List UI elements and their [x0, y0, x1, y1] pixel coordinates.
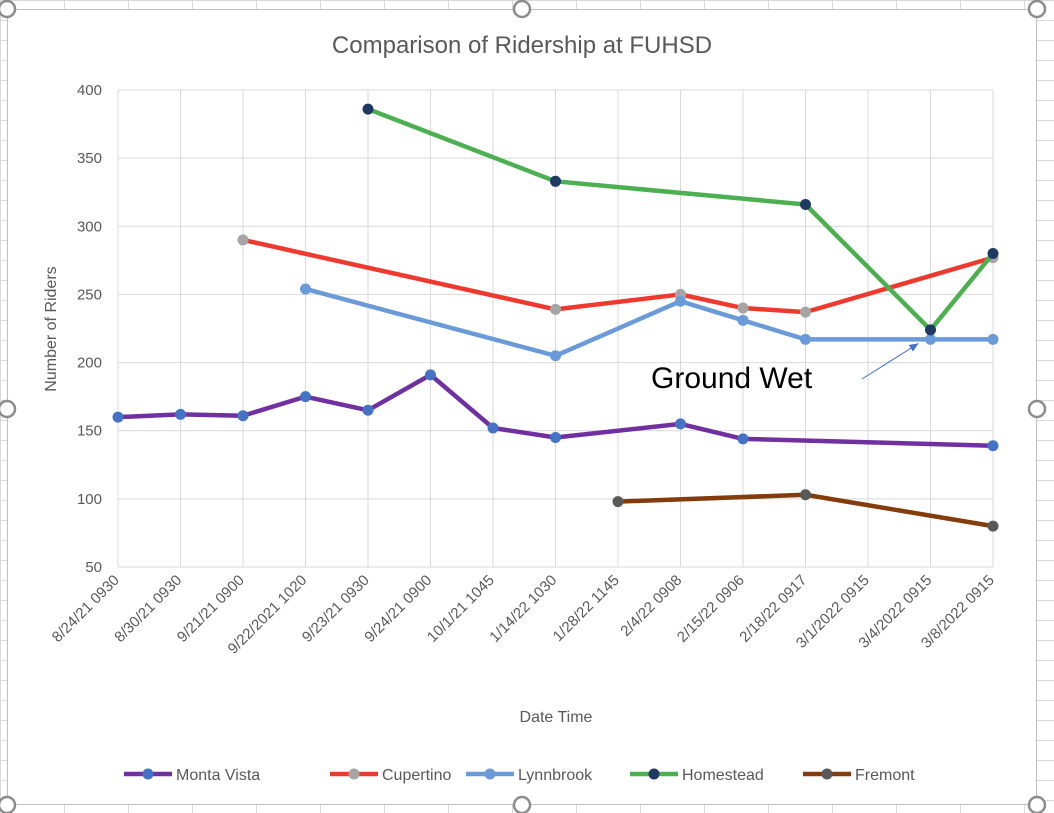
legend-item-fremont[interactable]: Fremont	[803, 767, 915, 784]
resize-handle[interactable]	[0, 0, 17, 19]
y-tick-label: 200	[77, 355, 102, 372]
y-tick-label: 300	[77, 218, 102, 235]
x-tick-label: 1/28/22 1145	[550, 572, 623, 645]
data-point-monta-vista	[675, 418, 686, 430]
data-point-lynnbrook	[550, 350, 561, 362]
y-tick-label: 50	[85, 559, 102, 576]
resize-handle[interactable]	[1027, 399, 1047, 419]
series	[112, 103, 999, 532]
legend-label: Cupertino	[382, 767, 451, 784]
legend-marker	[484, 768, 496, 780]
series-line-cupertino	[240, 237, 996, 315]
legend-item-monta-vista[interactable]: Monta Vista	[124, 767, 260, 784]
annotations: Ground Wet	[651, 342, 919, 395]
data-point-monta-vista	[425, 369, 436, 381]
data-point-monta-vista	[987, 440, 999, 452]
data-point-homestead	[987, 248, 999, 260]
data-point-monta-vista	[237, 410, 249, 422]
data-point-cupertino	[800, 306, 811, 318]
annotation-arrowhead	[908, 343, 919, 352]
data-point-monta-vista	[737, 433, 749, 445]
legend-item-lynnbrook[interactable]: Lynnbrook	[466, 767, 593, 784]
chart-title: Comparison of Ridership at FUHSD	[332, 32, 712, 59]
y-tick-label: 100	[77, 491, 102, 508]
y-tick-label: 150	[77, 423, 102, 440]
data-point-monta-vista	[175, 408, 186, 420]
data-point-fremont	[800, 489, 811, 501]
legend-item-cupertino[interactable]: Cupertino	[330, 767, 451, 784]
y-tick-label: 400	[77, 82, 102, 99]
data-point-lynnbrook	[800, 333, 811, 345]
data-point-cupertino	[737, 302, 749, 314]
data-point-cupertino	[237, 234, 249, 246]
resize-handle[interactable]	[512, 795, 532, 813]
y-tick-label: 350	[77, 150, 102, 167]
gridlines	[117, 89, 994, 568]
annotation-text: Ground Wet	[651, 362, 813, 395]
data-point-fremont	[612, 496, 624, 508]
annotation-arrow	[861, 342, 919, 380]
resize-handle[interactable]	[0, 399, 17, 419]
data-point-homestead	[362, 103, 374, 115]
data-point-monta-vista	[112, 411, 124, 423]
data-point-lynnbrook	[300, 283, 311, 295]
resize-handle[interactable]	[512, 0, 532, 19]
data-point-monta-vista	[300, 391, 311, 403]
legend-item-homestead[interactable]: Homestead	[630, 767, 764, 784]
data-point-monta-vista	[487, 422, 499, 434]
legend-marker	[821, 768, 833, 780]
y-tick-label: 250	[77, 286, 102, 303]
data-point-lynnbrook	[737, 314, 749, 326]
x-tick-label: 1/14/22 1030	[486, 572, 560, 646]
legend-label: Homestead	[682, 767, 764, 784]
legend-label: Lynnbrook	[518, 767, 593, 784]
data-point-monta-vista	[550, 432, 561, 444]
resize-handle[interactable]	[1027, 795, 1047, 813]
x-tick-label: 2/4/22 0908	[617, 572, 685, 640]
resize-handle[interactable]	[0, 795, 17, 813]
legend-marker	[648, 768, 660, 780]
data-point-cupertino	[550, 303, 561, 315]
y-axis-title: Number of Riders	[43, 266, 60, 391]
data-point-lynnbrook	[987, 333, 999, 345]
legend-label: Monta Vista	[176, 767, 260, 784]
data-point-monta-vista	[362, 404, 374, 416]
x-axis-title: Date Time	[520, 709, 593, 726]
resize-handle[interactable]	[1027, 0, 1047, 19]
data-point-homestead	[800, 198, 811, 210]
chart-area[interactable]	[7, 9, 1037, 805]
legend-marker	[348, 768, 360, 780]
data-point-homestead	[550, 175, 561, 187]
legend-label: Fremont	[855, 767, 915, 784]
legend-marker	[142, 768, 154, 780]
data-point-lynnbrook	[925, 333, 936, 345]
legend: Monta Vista Cupertino Lynnbrook Homestead Fr…	[124, 767, 915, 784]
data-point-fremont	[987, 520, 999, 532]
data-point-lynnbrook	[675, 295, 686, 307]
data-point-homestead	[925, 324, 936, 336]
